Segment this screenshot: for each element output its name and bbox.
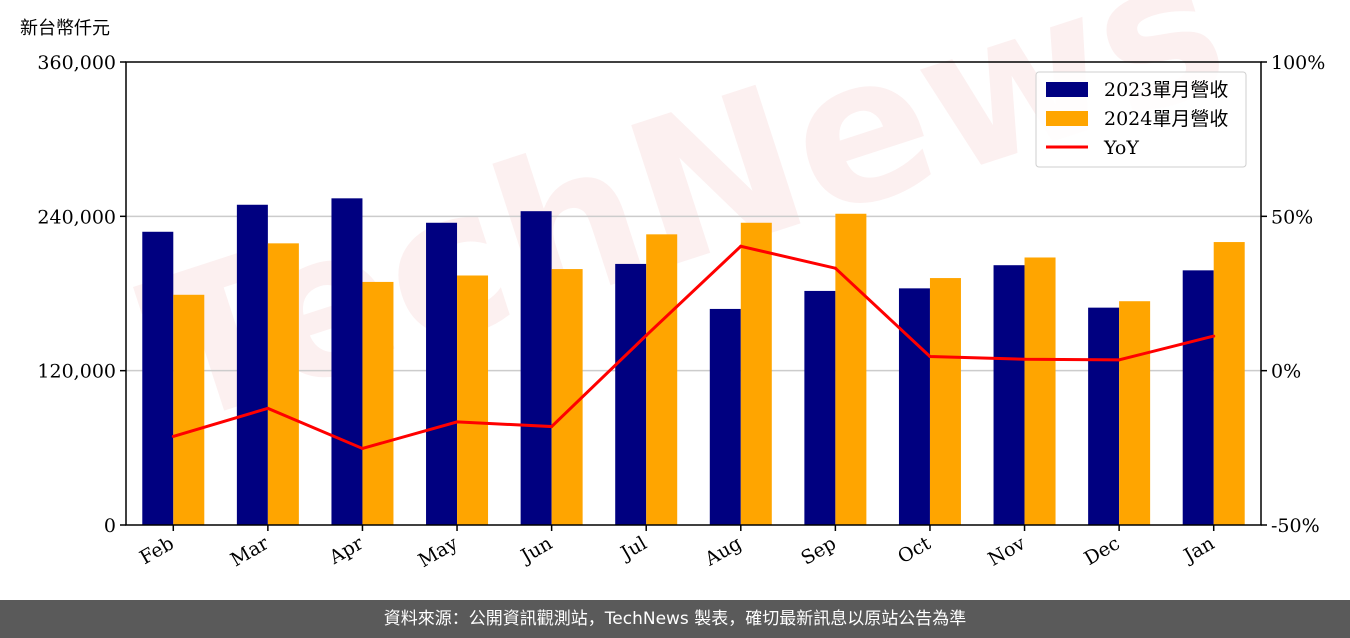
bar-2023-jun bbox=[520, 211, 552, 525]
y2-tick-label: -50% bbox=[1271, 515, 1320, 537]
yoy-point-feb bbox=[171, 434, 175, 438]
legend-box bbox=[1035, 71, 1247, 168]
bar-2023-jul bbox=[615, 263, 647, 525]
x-tick-label-apr: Apr bbox=[325, 532, 368, 569]
x-tick-label-sep: Sep bbox=[797, 532, 840, 569]
yoy-point-jul bbox=[644, 333, 648, 337]
x-tick-label-mar: Mar bbox=[227, 532, 273, 571]
bar-2024-may bbox=[457, 275, 489, 525]
bar-2024-nov bbox=[1024, 257, 1056, 525]
legend-swatch-0 bbox=[1046, 82, 1088, 97]
bar-2023-sep bbox=[804, 290, 836, 525]
bar-2024-dec bbox=[1119, 301, 1151, 525]
bar-2023-feb bbox=[142, 231, 174, 525]
yoy-point-nov bbox=[1023, 357, 1027, 361]
x-tick-label-jul: Jul bbox=[616, 532, 651, 565]
bar-2023-mar bbox=[236, 204, 268, 525]
y-axis-unit-label: 新台幣仟元 bbox=[20, 18, 110, 39]
yoy-point-sep bbox=[833, 266, 837, 270]
y-tick-label: 240,000 bbox=[37, 206, 116, 228]
bar-2024-apr bbox=[362, 281, 394, 525]
yoy-point-mar bbox=[266, 406, 270, 410]
yoy-point-may bbox=[455, 420, 459, 424]
bar-2023-oct bbox=[898, 288, 930, 525]
x-tick-label-nov: Nov bbox=[984, 532, 1029, 571]
legend-swatch-1 bbox=[1046, 111, 1088, 126]
x-tick-label-dec: Dec bbox=[1080, 532, 1123, 570]
bar-2023-aug bbox=[709, 308, 741, 525]
yoy-point-aug bbox=[739, 244, 743, 248]
revenue-chart: 0 120,000 240,000 360,000 -50% 0% 50% 100% Feb Ma… bbox=[37, 52, 1325, 572]
bar-2024-aug bbox=[740, 222, 772, 525]
bar-2023-may bbox=[426, 222, 458, 525]
y-tick-label: 360,000 bbox=[37, 52, 116, 74]
bar-2023-dec bbox=[1088, 307, 1120, 525]
y2-tick-label: 50% bbox=[1271, 206, 1313, 228]
y-tick-label: 120,000 bbox=[37, 361, 116, 383]
y-tick-label: 0 bbox=[104, 515, 116, 537]
x-tick-label-aug: Aug bbox=[700, 532, 745, 571]
x-tick-label-may: May bbox=[415, 532, 462, 572]
x-tick-label-jun: Jun bbox=[516, 532, 557, 568]
bar-2023-nov bbox=[993, 265, 1025, 525]
bar-2023-jan bbox=[1182, 270, 1214, 525]
x-tick-label-jan: Jan bbox=[1178, 532, 1218, 568]
y2-tick-label: 0% bbox=[1271, 361, 1301, 383]
bar-2024-feb bbox=[173, 294, 205, 525]
x-tick-label-feb: Feb bbox=[136, 532, 178, 569]
bar-2024-jun bbox=[551, 269, 583, 525]
bar-2024-jul bbox=[646, 234, 678, 526]
yoy-point-jun bbox=[550, 425, 554, 429]
bar-2024-sep bbox=[835, 213, 867, 525]
yoy-point-oct bbox=[928, 354, 932, 358]
yoy-point-dec bbox=[1117, 358, 1121, 362]
bar-2023-apr bbox=[331, 198, 363, 526]
bar-2024-mar bbox=[267, 243, 299, 525]
yoy-point-apr bbox=[360, 446, 364, 450]
legend-label-2: YoY bbox=[1103, 137, 1139, 159]
legend-label-1: 2024單月營收 bbox=[1104, 108, 1228, 130]
y2-tick-label: 100% bbox=[1271, 52, 1325, 74]
yoy-line bbox=[172, 244, 1215, 451]
bar-2024-jan bbox=[1213, 242, 1245, 526]
plot-frame bbox=[125, 61, 1262, 526]
yoy-point-jan bbox=[1212, 334, 1216, 338]
source-footer: 資料來源：公開資訊觀測站，TechNews 製表，確切最新訊息以原站公告為準 bbox=[0, 600, 1350, 638]
legend-label-0: 2023單月營收 bbox=[1104, 79, 1228, 101]
bar-2024-oct bbox=[929, 278, 961, 525]
x-tick-label-oct: Oct bbox=[894, 532, 935, 568]
